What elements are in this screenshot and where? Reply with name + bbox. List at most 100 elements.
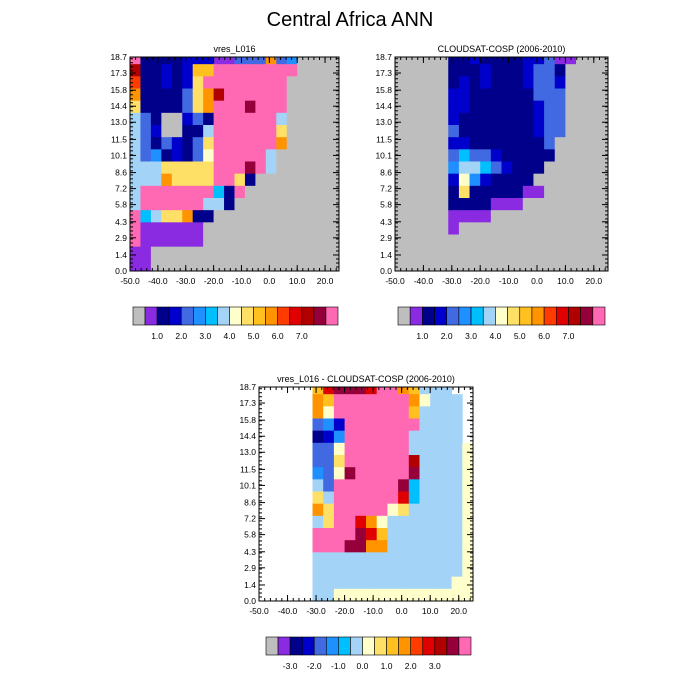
colorbar: 1.0 2.0 3.0 4.0 5.0 6.0 7.0 (397, 306, 606, 341)
heatmap-cell (576, 88, 588, 102)
heatmap-cell (430, 528, 442, 541)
heatmap-cell (430, 564, 442, 578)
heatmap-cell (355, 552, 367, 565)
heatmap-cell (501, 210, 513, 223)
heatmap-cell (234, 173, 246, 187)
heatmap-cell (408, 576, 420, 590)
heatmap-cell (255, 185, 267, 199)
colorbar-swatch (531, 306, 545, 326)
heatmap-cell (244, 125, 256, 138)
heatmap-cell (554, 198, 566, 211)
y-tick-label: 4.3 (244, 547, 256, 557)
heatmap-cell (408, 418, 420, 432)
heatmap-cell (419, 442, 431, 456)
heatmap-cell (344, 576, 356, 590)
x-tick-label: 20.0 (450, 606, 467, 616)
heatmap-cell (554, 173, 566, 187)
heatmap-cell (203, 137, 214, 150)
x-tick-label: -20.0 (471, 276, 491, 286)
colorbar-label: 6.0 (272, 331, 284, 341)
heatmap-cell (586, 246, 598, 260)
heatmap-cell (312, 528, 324, 541)
colorbar-label: 1.0 (381, 661, 393, 671)
heatmap-cell (312, 552, 324, 565)
colorbar-label: 7.0 (296, 331, 308, 341)
heatmap-cell (458, 210, 470, 223)
heatmap-cell (130, 112, 141, 126)
heatmap-cell (244, 246, 256, 260)
heatmap-cell (140, 185, 152, 199)
heatmap-cell (244, 137, 256, 150)
heatmap-cell (522, 149, 534, 162)
heatmap-cell (276, 173, 288, 187)
x-tick-label: -50.0 (249, 606, 269, 616)
colorbar-swatch (325, 636, 339, 656)
heatmap-cell (387, 387, 399, 395)
heatmap-cell (276, 76, 288, 89)
heatmap-cell (255, 64, 267, 77)
heatmap-cell (276, 198, 288, 211)
heatmap-cell (458, 258, 470, 271)
colorbar-swatch (495, 306, 508, 326)
heatmap-cell (182, 258, 194, 271)
heatmap-cell (387, 515, 399, 529)
heatmap-cell (171, 125, 183, 138)
heatmap-cell (469, 258, 481, 271)
heatmap-cell (448, 173, 460, 187)
heatmap-cell (328, 137, 339, 150)
heatmap-cell (458, 64, 470, 77)
heatmap-cell (312, 564, 324, 578)
heatmap-cell (554, 149, 566, 162)
heatmap-cell (318, 198, 329, 211)
heatmap-cell (512, 149, 524, 162)
heatmap-cell (480, 173, 492, 187)
heatmap-cell (234, 88, 246, 102)
heatmap-cell (234, 185, 246, 199)
heatmap-cell (586, 57, 598, 65)
heatmap-cell (344, 467, 356, 480)
heatmap-cell (355, 479, 367, 492)
heatmap-cell (140, 173, 152, 187)
heatmap-cell (265, 76, 277, 89)
x-tick-label: -50.0 (120, 276, 140, 286)
heatmap-cell (323, 491, 335, 505)
heatmap-cell (501, 258, 513, 271)
heatmap-cell (387, 467, 399, 480)
heatmap-cell (344, 406, 356, 419)
heatmap-cell (150, 100, 162, 114)
heatmap-cell (501, 246, 513, 260)
heatmap-cell (182, 234, 194, 248)
colorbar-swatch (458, 306, 472, 326)
heatmap-cell (448, 198, 460, 211)
heatmap-cell (130, 40, 141, 53)
heatmap-cell (312, 503, 324, 517)
colorbar-label: 2.0 (405, 661, 417, 671)
y-tick-label: 11.5 (376, 134, 392, 144)
colorbar-swatch (313, 306, 327, 326)
heatmap-cell (501, 57, 513, 65)
heatmap-cell (376, 455, 388, 468)
heatmap-cell (533, 234, 545, 248)
x-tick-label: 0.0 (531, 276, 543, 286)
figure-title: Central Africa ANN (266, 9, 434, 31)
y-tick-label: 13.0 (239, 447, 256, 457)
heatmap-cell (544, 112, 556, 126)
heatmap-cell (286, 258, 298, 271)
heatmap-cell (376, 418, 388, 432)
heatmap-cell (265, 198, 277, 211)
heatmap-cell (297, 100, 309, 114)
heatmap-cell (192, 234, 204, 248)
panel-title: CLOUDSAT-COSP (2006-2010) (438, 44, 566, 54)
heatmap-cell (512, 76, 524, 89)
colorbar-swatch (289, 306, 303, 326)
heatmap-cell (440, 528, 452, 541)
heatmap-cell (203, 173, 214, 187)
heatmap-cell (544, 57, 556, 65)
heatmap-cell (297, 161, 309, 175)
x-tick-label: -50.0 (385, 276, 405, 286)
colorbar-swatch (374, 636, 387, 656)
heatmap-cell (586, 234, 598, 248)
heatmap-cell (366, 503, 378, 517)
heatmap-cell (586, 100, 598, 114)
heatmap-cell (224, 161, 235, 175)
